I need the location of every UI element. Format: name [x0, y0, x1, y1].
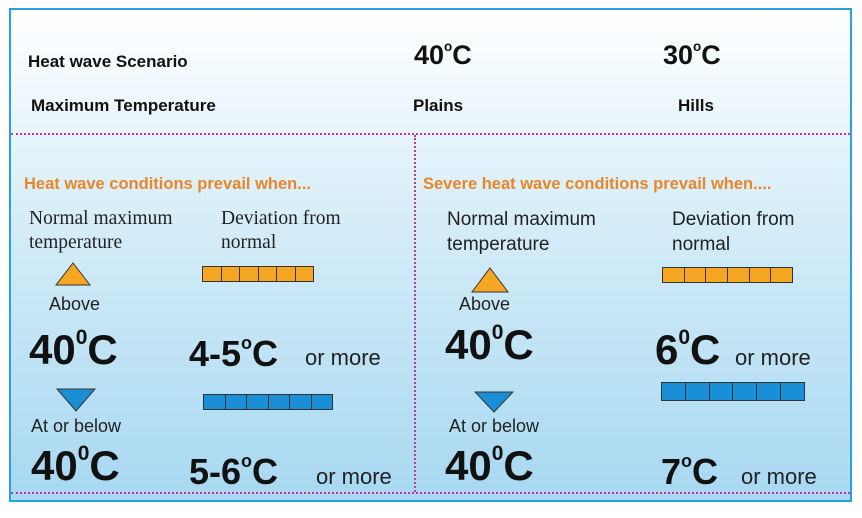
left-orange-bar: [202, 266, 314, 282]
left-below-deviation: 5-6oC: [189, 450, 279, 493]
hills-label: Hills: [678, 96, 714, 115]
panel-divider: [414, 135, 416, 492]
right-blue-bar: [661, 382, 805, 401]
diagram-frame: Heat wave Scenario Maximum Temperature 4…: [9, 8, 852, 502]
right-above-label: Above: [459, 294, 511, 314]
right-deviation-label: Deviation from normal: [672, 209, 795, 255]
right-normal-max-label: Normal maximum temperature: [447, 209, 596, 255]
right-above-or-more: or more: [735, 345, 811, 370]
right-below-label: At or below: [449, 416, 540, 436]
hills-temperature: 30oC: [663, 38, 721, 70]
triangle-up-icon: [55, 262, 91, 286]
right-above-temperature: 400C: [445, 320, 534, 368]
left-below-or-more: or more: [316, 464, 392, 489]
triangle-down-icon: [56, 388, 96, 412]
right-panel-title: Severe heat wave conditions prevail when…: [423, 175, 772, 193]
left-above-temperature: 400C: [29, 325, 118, 373]
left-below-label: At or below: [31, 416, 122, 436]
left-above-deviation: 4-5oC: [189, 332, 279, 375]
triangle-up-icon: [471, 267, 509, 293]
left-panel-title: Heat wave conditions prevail when...: [24, 175, 311, 193]
left-blue-bar: [203, 394, 333, 410]
right-below-temperature: 400C: [445, 441, 534, 489]
max-temperature-label: Maximum Temperature: [31, 96, 216, 115]
header-divider: [11, 133, 850, 135]
left-above-label: Above: [49, 294, 101, 314]
right-below-or-more: or more: [741, 464, 817, 489]
plains-label: Plains: [413, 96, 464, 115]
heat-wave-scenario-label: Heat wave Scenario: [28, 52, 188, 71]
right-below-deviation: 7oC: [661, 450, 719, 493]
left-deviation-label: Deviation from normal: [221, 208, 341, 254]
plains-temperature: 40oC: [414, 38, 472, 70]
right-orange-bar: [662, 267, 793, 283]
right-above-deviation: 60C: [655, 325, 721, 373]
bottom-divider: [11, 492, 850, 494]
triangle-down-icon: [474, 391, 514, 413]
left-normal-max-label: Normal maximum temperature: [29, 208, 173, 254]
left-below-temperature: 400C: [31, 441, 120, 489]
left-above-or-more: or more: [305, 345, 381, 370]
